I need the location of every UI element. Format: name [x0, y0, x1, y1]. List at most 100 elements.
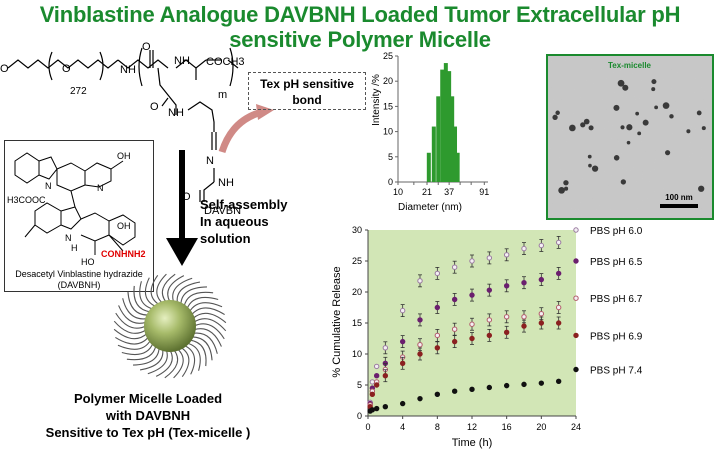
imine-n: N [206, 155, 214, 167]
tem-particle [626, 124, 633, 131]
polymer-structure: O O 272 NH O NH COCH3 m NH O N NH O DAVB… [0, 41, 274, 217]
tem-particle [686, 129, 691, 134]
tem-particle [558, 186, 565, 194]
hist-ytick-label: 25 [383, 51, 393, 61]
micelle-chain [173, 348, 184, 379]
micelle-chain [172, 277, 193, 303]
release-legend-label: PBS pH 7.4 [590, 366, 643, 377]
drug-n1: N [45, 181, 52, 191]
release-legend-label: PBS pH 6.5 [590, 257, 643, 268]
tem-image: Tex-micelle 100 nm [546, 54, 714, 220]
release-ytick-label: 5 [357, 380, 362, 390]
release-point [399, 400, 406, 407]
release-point [573, 227, 579, 233]
release-point [373, 382, 380, 388]
release-ytick-label: 15 [352, 318, 362, 328]
figure-title: Vinblastine Analogue DAVBNH Loaded Tumor… [0, 2, 720, 52]
release-point [503, 314, 510, 320]
release-point [573, 258, 579, 264]
drug-structure-box: OH N N H3COOC N H OH HO CONHNH2 Desacety… [4, 140, 154, 292]
hist-xtick-label: 91 [479, 187, 489, 197]
release-point [486, 384, 493, 391]
tem-particle [665, 150, 671, 156]
hist-xtick-label: 10 [393, 187, 403, 197]
micelle-chain [133, 347, 160, 366]
release-point [538, 320, 545, 326]
micelle-chain [193, 323, 225, 340]
release-point [521, 280, 527, 286]
micelle-chain [167, 275, 185, 303]
m-label: m [218, 89, 227, 101]
title-line-2: sensitive Polymer Micelle [229, 27, 491, 52]
tem-particle [635, 111, 640, 116]
oxo-label: O [150, 101, 159, 113]
hist-xtick-label: 37 [444, 187, 454, 197]
micelle-caption: Polymer Micelle Loaded with DAVBNH Sensi… [28, 390, 268, 441]
tem-particle [563, 180, 569, 186]
release-point [451, 264, 458, 270]
release-point [503, 329, 510, 336]
release-point [373, 373, 380, 379]
release-point [451, 338, 458, 345]
micelle-core [144, 300, 196, 352]
release-point [417, 342, 423, 348]
release-point [555, 270, 562, 277]
title-line-1: Vinblastine Analogue DAVBNH Loaded Tumor… [39, 2, 681, 27]
release-point [373, 363, 380, 370]
carbonyl-o: O [142, 41, 151, 53]
release-point [538, 380, 545, 386]
micelle-illustration [113, 273, 227, 379]
release-point [521, 323, 527, 329]
release-legend-label: PBS pH 6.9 [590, 331, 643, 342]
tem-particle [626, 140, 631, 145]
tem-particle [696, 110, 702, 116]
release-point [417, 395, 423, 402]
release-point [469, 335, 475, 342]
hist-ytick-label: 10 [383, 127, 393, 137]
tem-particle [637, 131, 642, 136]
release-point [382, 404, 389, 410]
scale-bar [660, 204, 698, 208]
micelle-caption-3: Sensitive to Tex pH (Tex-micelle ) [45, 425, 251, 440]
release-point [555, 304, 562, 311]
micelle-chain [191, 336, 213, 361]
release-point [503, 382, 510, 389]
micelle-chain [189, 339, 207, 367]
release-point [373, 405, 380, 412]
micelle-chain [126, 345, 157, 361]
sensitive-bond-text: Tex pH sensitive bond [260, 77, 354, 107]
davbn-label: DAVBN [204, 205, 241, 217]
release-point [486, 317, 493, 323]
micelle-chain [121, 342, 154, 356]
release-point [486, 332, 493, 339]
hist-bar [436, 96, 441, 182]
cooch3-label: COCH3 [206, 56, 245, 68]
hist-bar [447, 71, 452, 182]
micelle-chain [122, 298, 148, 320]
hist-bar [440, 69, 445, 182]
release-xlabel: Time (h) [452, 437, 493, 449]
release-point [451, 326, 458, 332]
tem-particle [580, 122, 586, 128]
tem-particle [617, 79, 625, 87]
tem-particle [552, 114, 558, 120]
release-point [555, 378, 562, 384]
release-point [399, 338, 406, 345]
release-point [469, 258, 475, 264]
micelle-chain [192, 312, 227, 324]
release-xtick-label: 16 [502, 422, 512, 432]
release-xtick-label: 20 [536, 422, 546, 432]
tem-particle [588, 163, 592, 168]
hist-xtick-label: 21 [422, 187, 432, 197]
release-point [451, 388, 458, 394]
sensitive-bond-box: Tex pH sensitive bond [248, 72, 366, 110]
tem-particle [622, 84, 629, 91]
self-assembly-label: Self-assembly In aqueous solution [200, 196, 287, 247]
hist-ytick-label: 0 [388, 177, 393, 187]
release-legend-label: PBS pH 6.0 [590, 226, 643, 237]
release-xtick-label: 24 [571, 422, 581, 432]
micelle-chain [192, 332, 218, 354]
release-point [434, 345, 441, 351]
release-ytick-label: 0 [357, 411, 362, 421]
peg-o: O [62, 63, 71, 75]
